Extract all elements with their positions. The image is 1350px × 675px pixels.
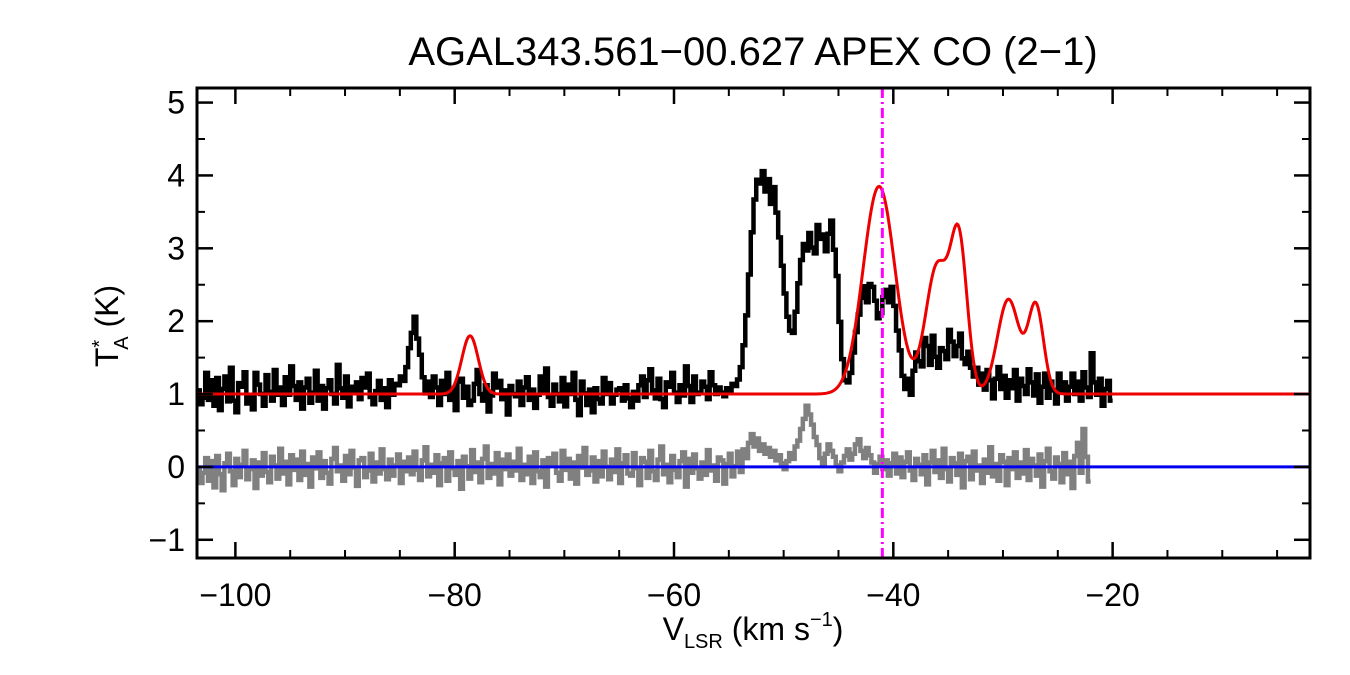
y-tick-label: 0	[167, 449, 185, 485]
gaussian-fit-curve	[197, 184, 1310, 396]
y-axis-label: T*A (K)	[89, 285, 133, 367]
x-tick-label: −40	[866, 577, 920, 613]
x-tick-label: −100	[199, 577, 271, 613]
plot-area	[197, 88, 1310, 558]
x-axis-label: VLSR (km s−1)	[663, 609, 844, 653]
plot-frame	[195, 86, 1312, 560]
axes: −100 −80 −60 −40 −20 −1 0 1 2 3 4 5	[149, 85, 1312, 613]
y-tick-label: 5	[167, 85, 185, 121]
y-tick-label: −1	[149, 522, 185, 558]
x-tick-label: −60	[647, 577, 701, 613]
y-tick-label: 1	[167, 376, 185, 412]
chart-title: AGAL343.561−00.627 APEX CO (2−1)	[408, 30, 1097, 74]
y-tick-label: 3	[167, 230, 185, 266]
x-tick-label: −80	[428, 577, 482, 613]
spectrum-series	[197, 168, 1113, 418]
y-tick-label: 2	[167, 303, 185, 339]
y-tick-label: 4	[167, 157, 185, 193]
residual-series	[197, 403, 1091, 493]
x-tick-label: −20	[1085, 577, 1139, 613]
